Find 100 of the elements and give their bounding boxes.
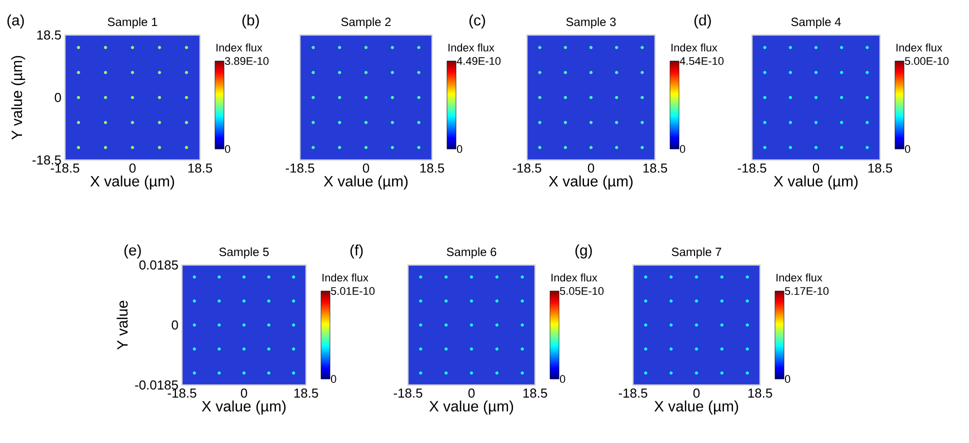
point	[470, 347, 474, 351]
point	[104, 70, 108, 74]
point	[104, 120, 108, 124]
point	[364, 70, 368, 74]
x-tick-label: 0	[468, 388, 475, 398]
y-tick-label: 0.0185	[139, 260, 178, 270]
point	[192, 299, 196, 303]
point	[840, 120, 844, 124]
x-tick-label: -18.5	[50, 164, 80, 173]
point	[364, 146, 368, 150]
point	[615, 70, 618, 74]
color-bar-label: 0	[330, 375, 336, 383]
color-bar-label: 0	[904, 145, 910, 153]
point	[192, 323, 196, 327]
point	[292, 371, 296, 375]
point	[720, 299, 724, 303]
point	[130, 46, 134, 50]
x-axis-title: X value (µm)	[324, 176, 408, 190]
color-bar-title: Index flux	[552, 273, 598, 282]
x-tick-label: 0	[240, 388, 248, 398]
point	[292, 323, 296, 327]
point	[338, 120, 342, 124]
color-bar-title: Index flux	[776, 273, 822, 282]
x-tick-label: 18.5	[748, 388, 772, 398]
point	[589, 146, 593, 150]
point	[694, 275, 698, 279]
point	[267, 299, 270, 303]
point	[788, 70, 792, 74]
point	[640, 70, 644, 74]
point	[538, 70, 542, 74]
point	[520, 323, 524, 327]
point	[694, 323, 698, 327]
color-bar-title: Index flux	[216, 43, 262, 52]
x-tick-label: 18.5	[294, 388, 318, 398]
point	[218, 275, 221, 279]
point	[184, 70, 188, 74]
point	[866, 70, 869, 74]
point	[644, 299, 648, 303]
chart-title: Sample 2	[341, 17, 391, 29]
point	[644, 347, 648, 351]
color-bar-label: 0	[224, 145, 230, 153]
point	[338, 46, 342, 50]
point	[364, 46, 368, 50]
point	[192, 275, 196, 279]
point	[364, 120, 368, 124]
point	[589, 96, 593, 100]
point	[694, 371, 698, 375]
x-tick-label: 18.5	[643, 164, 668, 173]
color-bar-label: 0	[680, 145, 686, 153]
point	[218, 323, 221, 327]
point	[417, 96, 420, 100]
point	[184, 146, 188, 150]
point	[564, 96, 568, 100]
color-bar-label: 5.05E-10	[560, 287, 604, 295]
point	[538, 120, 542, 124]
chart-title: Sample 4	[791, 17, 841, 29]
y-axis-title: Y value	[116, 300, 128, 350]
color-bar-label: 5.17E-10	[784, 287, 829, 295]
point	[417, 46, 420, 50]
point	[840, 146, 844, 150]
point	[746, 275, 749, 279]
point	[520, 275, 524, 279]
color-bar-title: Index flux	[322, 273, 368, 282]
x-tick-label: -18.5	[738, 164, 766, 173]
point	[866, 120, 869, 124]
point	[158, 46, 162, 50]
point	[390, 70, 394, 74]
point	[242, 347, 246, 351]
point	[444, 371, 448, 375]
point	[470, 323, 474, 327]
point	[670, 275, 673, 279]
point	[840, 96, 844, 100]
point	[158, 120, 162, 124]
point	[184, 96, 188, 100]
point	[158, 70, 162, 74]
point	[615, 46, 618, 50]
text: (e)	[124, 244, 141, 258]
point	[158, 96, 162, 100]
point	[720, 275, 724, 279]
color-bar-label: 3.89E-10	[224, 57, 269, 65]
point	[470, 299, 474, 303]
point	[267, 323, 270, 327]
point	[640, 46, 644, 50]
point	[763, 146, 766, 150]
point	[788, 46, 792, 50]
point	[390, 96, 394, 100]
point	[192, 347, 196, 351]
x-axis-title: X value (µm)	[774, 176, 858, 190]
x-tick-label: -18.5	[394, 388, 422, 398]
point	[218, 371, 221, 375]
point	[184, 46, 188, 50]
text: (d)	[694, 14, 711, 28]
point	[495, 275, 499, 279]
color-bar-label: 5.01E-10	[330, 287, 375, 295]
point	[390, 120, 394, 124]
point	[312, 146, 315, 150]
point	[338, 96, 342, 100]
point	[218, 347, 221, 351]
point	[840, 46, 844, 50]
point	[292, 275, 296, 279]
